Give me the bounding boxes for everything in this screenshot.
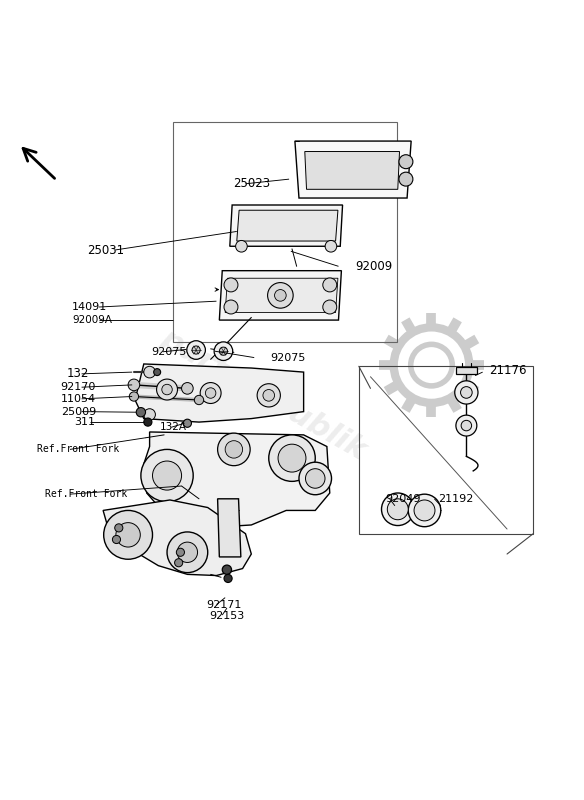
Circle shape [269, 435, 315, 482]
Circle shape [456, 415, 477, 436]
Circle shape [167, 532, 208, 573]
Circle shape [136, 407, 145, 417]
Circle shape [129, 392, 138, 401]
Text: 92171: 92171 [206, 599, 241, 610]
Circle shape [224, 574, 232, 582]
Circle shape [182, 382, 193, 394]
Circle shape [387, 499, 408, 520]
Circle shape [305, 469, 325, 488]
Circle shape [381, 493, 414, 526]
Circle shape [225, 441, 242, 458]
Circle shape [116, 522, 140, 547]
Circle shape [144, 409, 155, 420]
Text: partsrepublik: partsrepublik [155, 323, 371, 465]
Circle shape [399, 172, 413, 186]
Text: 11054: 11054 [61, 394, 96, 404]
Circle shape [267, 282, 293, 308]
Circle shape [183, 419, 192, 427]
Polygon shape [220, 270, 342, 320]
Circle shape [408, 494, 441, 526]
Circle shape [141, 450, 193, 502]
Text: 92075: 92075 [151, 346, 187, 357]
Text: 92009: 92009 [354, 260, 392, 273]
Circle shape [278, 444, 306, 472]
Circle shape [128, 379, 140, 390]
Text: 21176: 21176 [489, 365, 527, 378]
Circle shape [455, 381, 478, 404]
Text: 92075: 92075 [270, 353, 305, 362]
Polygon shape [456, 367, 477, 374]
Circle shape [224, 278, 238, 292]
Text: 132A: 132A [159, 422, 186, 432]
Text: 92170: 92170 [61, 382, 96, 392]
Circle shape [192, 346, 200, 354]
Circle shape [414, 500, 435, 521]
Circle shape [323, 278, 337, 292]
Circle shape [299, 462, 332, 494]
Circle shape [162, 384, 172, 394]
Text: 132: 132 [67, 367, 89, 380]
Text: 92049: 92049 [385, 494, 420, 504]
Text: 14091: 14091 [72, 302, 107, 312]
Text: Ref.Front Fork: Ref.Front Fork [37, 445, 120, 454]
Text: 21192: 21192 [439, 494, 474, 504]
Circle shape [235, 241, 247, 252]
Circle shape [399, 154, 413, 169]
Circle shape [194, 395, 204, 405]
Circle shape [200, 382, 221, 403]
Text: 92009A: 92009A [72, 314, 112, 325]
Text: 25009: 25009 [61, 406, 96, 417]
Circle shape [323, 300, 337, 314]
Circle shape [104, 510, 152, 559]
Polygon shape [230, 205, 343, 246]
Circle shape [114, 524, 123, 532]
Polygon shape [295, 141, 411, 198]
Text: 311: 311 [74, 417, 95, 427]
Circle shape [112, 535, 120, 543]
Text: 25031: 25031 [88, 243, 124, 257]
Text: Ref.Front Fork: Ref.Front Fork [45, 489, 127, 499]
Polygon shape [225, 278, 338, 313]
Circle shape [177, 542, 197, 562]
Circle shape [218, 433, 250, 466]
Polygon shape [218, 499, 241, 557]
Circle shape [224, 300, 238, 314]
Circle shape [144, 418, 152, 426]
Circle shape [187, 341, 206, 359]
Polygon shape [144, 432, 330, 528]
Text: 92153: 92153 [210, 611, 245, 622]
Circle shape [157, 379, 178, 400]
Circle shape [461, 386, 472, 398]
Circle shape [325, 241, 337, 252]
Circle shape [461, 420, 472, 431]
Circle shape [257, 384, 280, 407]
Circle shape [274, 290, 286, 301]
Circle shape [176, 548, 185, 556]
Circle shape [152, 461, 182, 490]
Circle shape [220, 347, 228, 355]
Text: 25023: 25023 [232, 178, 270, 190]
Circle shape [214, 342, 232, 361]
Polygon shape [103, 500, 251, 575]
Circle shape [223, 565, 231, 574]
Circle shape [206, 388, 216, 398]
Circle shape [144, 366, 155, 378]
Circle shape [263, 390, 274, 401]
Circle shape [154, 369, 161, 375]
Circle shape [175, 558, 183, 567]
Polygon shape [135, 364, 304, 422]
Polygon shape [305, 151, 399, 190]
Polygon shape [237, 210, 338, 241]
